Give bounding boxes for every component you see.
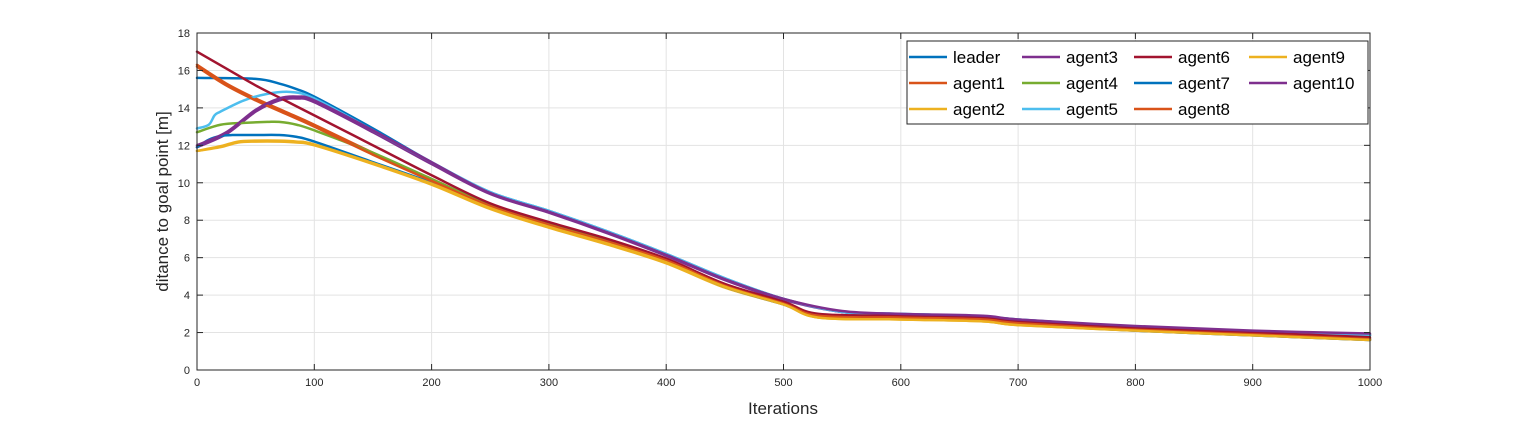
legend-item-agent3: agent3 (1022, 48, 1118, 67)
legend-label: agent4 (1066, 74, 1118, 93)
axis-ticks: 0 100 200 300 400 500 600 700 800 900 1000 0 2 4 6 8 10 1… (178, 28, 1382, 389)
y-tick-label: 4 (184, 290, 190, 302)
y-tick-label: 6 (184, 253, 190, 265)
x-tick-label: 900 (1244, 377, 1262, 389)
legend: leader agent1 agent2 agent3 agent4 agent5 agen… (906, 40, 1369, 125)
legend-item-leader: leader (909, 48, 1001, 67)
y-tick-label: 18 (178, 28, 190, 40)
legend-item-agent5: agent5 (1022, 100, 1118, 119)
series-lines (195, 50, 1372, 342)
y-tick-label: 2 (184, 328, 190, 340)
legend-item-agent7: agent7 (1134, 74, 1230, 93)
x-tick-label: 0 (194, 377, 200, 389)
legend-label: agent2 (953, 100, 1005, 119)
legend-label: agent8 (1178, 100, 1230, 119)
x-tick-label: 800 (1126, 377, 1144, 389)
legend-label: agent6 (1178, 48, 1230, 67)
legend-label: agent7 (1178, 74, 1230, 93)
x-tick-label: 700 (1009, 377, 1027, 389)
y-tick-label: 16 (178, 65, 190, 77)
legend-item-agent1: agent1 (909, 74, 1005, 93)
legend-label: agent9 (1293, 48, 1345, 67)
x-tick-label: 100 (305, 377, 323, 389)
legend-item-agent2: agent2 (909, 100, 1005, 119)
legend-label: agent5 (1066, 100, 1118, 119)
legend-label: agent10 (1293, 74, 1354, 93)
legend-item-agent4: agent4 (1022, 74, 1118, 93)
legend-item-agent10: agent10 (1249, 74, 1354, 93)
y-tick-label: 0 (184, 365, 190, 377)
x-tick-label: 600 (892, 377, 910, 389)
x-tick-label: 400 (657, 377, 675, 389)
series-line-agent8 (195, 65, 1372, 341)
legend-label: leader (953, 48, 1001, 67)
legend-item-agent8: agent8 (1134, 100, 1230, 119)
legend-label: agent1 (953, 74, 1005, 93)
x-tick-label: 300 (540, 377, 558, 389)
legend-item-agent9: agent9 (1249, 48, 1345, 67)
x-tick-label: 200 (422, 377, 440, 389)
x-tick-label: 500 (774, 377, 792, 389)
y-tick-label: 8 (184, 215, 190, 227)
series-line-agent9 (195, 139, 1372, 342)
y-axis-label: ditance to goal point [m] (153, 111, 172, 292)
legend-item-agent6: agent6 (1134, 48, 1230, 67)
x-axis-label: Iterations (748, 399, 818, 418)
y-tick-label: 14 (178, 103, 190, 115)
legend-label: agent3 (1066, 48, 1118, 67)
x-tick-label: 1000 (1358, 377, 1382, 389)
y-tick-label: 10 (178, 178, 190, 190)
y-tick-label: 12 (178, 140, 190, 152)
series-line-agent6 (195, 50, 1372, 339)
series-line-agent10 (195, 95, 1372, 335)
